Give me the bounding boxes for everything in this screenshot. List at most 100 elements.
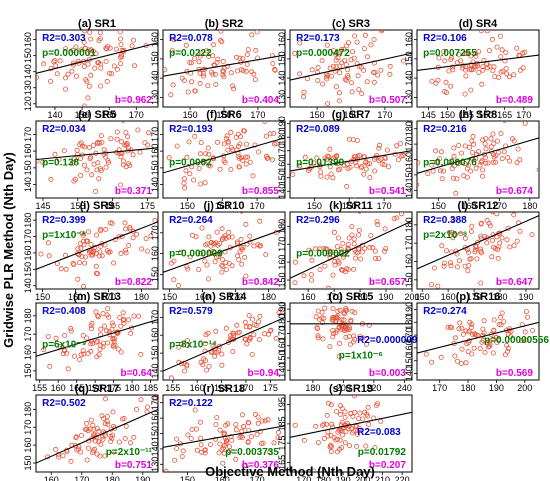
y-tick-label: 140 xyxy=(404,366,414,381)
data-point xyxy=(308,272,314,278)
data-point xyxy=(100,436,106,442)
p-value-label: p=8x10⁻¹⁴ xyxy=(169,340,217,351)
data-point xyxy=(493,334,499,340)
y-tick-label: 160 xyxy=(23,438,33,453)
data-point xyxy=(47,363,53,369)
data-point xyxy=(352,255,358,261)
data-point xyxy=(346,136,352,142)
panel-frame xyxy=(35,29,159,108)
data-point xyxy=(479,81,485,87)
x-tick-label: 165 xyxy=(497,110,512,120)
data-point xyxy=(342,76,348,82)
data-point xyxy=(480,332,486,338)
data-point xyxy=(204,262,210,268)
data-point xyxy=(205,276,211,282)
data-point xyxy=(326,154,332,160)
data-point xyxy=(540,306,544,310)
data-point xyxy=(130,152,136,158)
data-point xyxy=(199,449,205,455)
data-point xyxy=(522,329,528,335)
x-tick-label: 220 xyxy=(366,383,381,393)
data-point xyxy=(374,219,380,225)
data-point xyxy=(379,161,385,167)
data-point xyxy=(483,160,489,166)
x-tick-label: 200 xyxy=(336,383,351,393)
x-tick-label: 150 xyxy=(307,201,322,211)
data-point xyxy=(397,140,403,146)
regression-line xyxy=(417,54,539,71)
p-value-label: p=0.000009 xyxy=(169,249,223,260)
data-point xyxy=(235,131,241,137)
x-tick-label: 165 xyxy=(69,383,84,393)
data-point xyxy=(311,160,317,166)
data-point xyxy=(84,457,90,463)
y-tick-label: 150 xyxy=(23,48,33,63)
data-point xyxy=(482,141,488,147)
x-tick-label: 160 xyxy=(68,292,83,302)
data-point xyxy=(244,52,250,58)
data-point xyxy=(398,153,404,159)
r2-label: R2=0.388 xyxy=(423,215,467,226)
x-tick-label: 150 xyxy=(431,201,446,211)
data-point xyxy=(336,90,342,96)
data-point xyxy=(223,325,229,331)
data-point xyxy=(347,164,353,170)
y-tick-label: 180 xyxy=(277,314,287,329)
data-point xyxy=(502,121,507,123)
data-point xyxy=(62,348,68,354)
data-point xyxy=(476,149,482,155)
point-cloud xyxy=(292,212,404,289)
data-point xyxy=(317,246,323,252)
y-tick-label: 140 xyxy=(277,71,287,86)
data-point xyxy=(60,453,66,459)
data-point xyxy=(300,94,306,100)
x-tick-label: 160 xyxy=(461,201,476,211)
data-point xyxy=(436,55,442,61)
p-value-label: p=0.003735 xyxy=(225,447,279,458)
y-tick-label: 170 xyxy=(150,225,160,240)
data-point xyxy=(351,236,357,242)
data-point xyxy=(81,162,87,168)
data-point xyxy=(363,443,369,449)
data-point xyxy=(466,329,472,335)
data-point xyxy=(339,317,345,323)
data-point xyxy=(352,409,358,415)
panel-frame xyxy=(162,302,286,381)
data-point xyxy=(331,229,337,235)
data-point xyxy=(196,59,202,65)
data-point xyxy=(63,266,69,272)
data-point xyxy=(358,256,364,262)
data-point xyxy=(53,446,59,452)
data-point xyxy=(81,64,87,70)
data-point xyxy=(166,155,172,161)
data-point xyxy=(483,146,489,152)
data-point xyxy=(193,426,199,432)
x-tick-label: 160 xyxy=(44,475,59,481)
slope-label: b=0.751 xyxy=(115,460,152,471)
data-point xyxy=(75,276,81,282)
data-point xyxy=(110,322,116,328)
data-point xyxy=(349,224,355,230)
data-point xyxy=(367,244,373,250)
x-tick-label: 150 xyxy=(180,201,195,211)
data-point xyxy=(262,121,268,124)
r2-label: R2=0.408 xyxy=(42,306,86,317)
data-point xyxy=(498,322,504,328)
data-point xyxy=(311,468,317,472)
panel-title: (d) SR4 xyxy=(459,18,498,30)
data-point xyxy=(457,320,463,326)
data-point xyxy=(425,171,431,177)
data-point xyxy=(497,240,503,246)
y-tick-label: 150 xyxy=(23,262,33,277)
data-point xyxy=(70,160,76,166)
data-point xyxy=(340,241,346,247)
data-point xyxy=(221,430,227,436)
data-point xyxy=(314,155,320,161)
data-point xyxy=(88,326,94,332)
data-point xyxy=(111,338,117,344)
data-point xyxy=(494,138,500,144)
data-point xyxy=(229,234,235,240)
data-point xyxy=(96,176,102,182)
